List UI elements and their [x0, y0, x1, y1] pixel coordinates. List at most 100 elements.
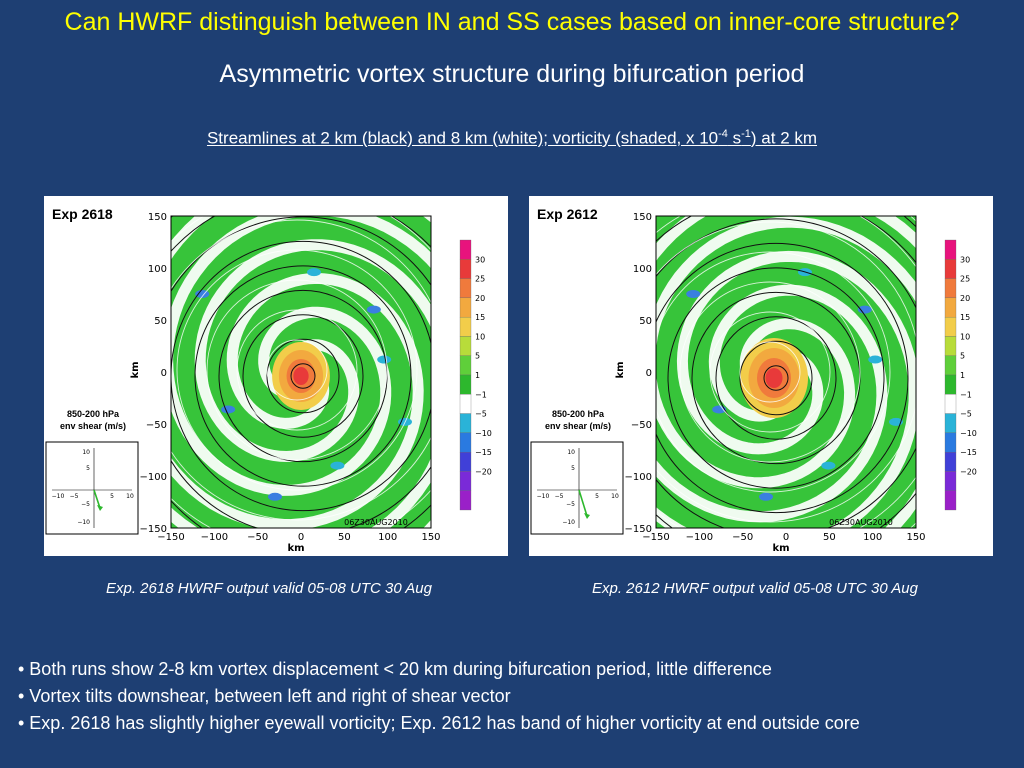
streamline-8km — [171, 219, 431, 521]
shear-x-tick: 5 — [110, 493, 114, 500]
colorbar-label: −20 — [960, 467, 977, 476]
shear-y-tick: 5 — [571, 465, 575, 472]
bullet-list: • Both runs show 2-8 km vortex displacem… — [18, 656, 860, 737]
shear-y-tick: 5 — [86, 465, 90, 472]
colorbar-segment — [944, 278, 957, 299]
shear-label-line1: 850-200 hPa — [551, 409, 605, 419]
figure-caption-left: Exp. 2618 HWRF output valid 05-08 UTC 30… — [105, 580, 432, 597]
colorbar-label: 5 — [960, 352, 965, 361]
y-tick-label: 0 — [161, 368, 167, 379]
streamline-8km — [739, 341, 801, 403]
colorbar-label: 10 — [960, 332, 970, 341]
streamline-8km — [206, 279, 388, 461]
y-tick-label: −50 — [146, 420, 167, 431]
shear-label-line2: env shear (m/s) — [544, 421, 612, 431]
shear-x-tick: 10 — [611, 493, 619, 500]
negative-vorticity-patch — [686, 290, 701, 298]
colorbar-segment — [944, 394, 957, 414]
colorbar-segment — [459, 471, 472, 491]
streamline-2km — [242, 314, 364, 438]
negative-vorticity-patch — [821, 461, 836, 470]
caption-suffix: ) at 2 km — [750, 128, 818, 148]
colorbar-label: 1 — [475, 371, 480, 380]
x-tick-label: 0 — [783, 532, 789, 543]
shear-inset-frame — [45, 441, 139, 535]
colorbar-segment — [944, 297, 957, 318]
negative-vorticity-patch — [268, 492, 282, 501]
y-tick-label: 50 — [154, 316, 167, 327]
colorbar-segment — [459, 239, 472, 260]
negative-vorticity-patch — [868, 355, 883, 364]
shear-x-tick: −10 — [52, 493, 65, 500]
colorbar-segment — [459, 413, 472, 434]
figure-panel-exp-2618: 150 100 50 0 −50 −100 −150 −150 −100 −50 0 50 100 150… — [44, 196, 508, 556]
caption-prefix: Streamlines at 2 km (black) and 8 km (wh… — [206, 128, 719, 148]
y-tick-label: 0 — [646, 368, 652, 379]
colorbar-segment — [944, 451, 957, 472]
streamline-2km — [656, 242, 909, 514]
date-stamp: 06Z30AUG2010 — [344, 518, 408, 527]
shear-y-tick: 10 — [567, 449, 575, 456]
streamline-8km — [176, 249, 418, 491]
negative-vorticity-patch — [366, 305, 381, 314]
shear-label: 850-200 hPa env shear (m/s) — [531, 408, 625, 432]
colorbar-segment — [944, 471, 957, 491]
x-axis-label: km — [772, 543, 789, 554]
vorticity-band — [656, 216, 916, 528]
colorbar-segment — [459, 316, 472, 337]
streamline-8km — [709, 311, 831, 433]
x-tick-label: 100 — [863, 532, 882, 543]
colorbar-label: −10 — [475, 429, 492, 438]
shear-x-tick: 5 — [595, 493, 599, 500]
vorticity-field — [656, 216, 916, 528]
plot-frame — [655, 215, 917, 529]
shear-inset-frame — [530, 441, 624, 535]
x-tick-label: −50 — [247, 532, 268, 543]
streamline-8km — [656, 251, 891, 493]
streamline-2km — [667, 267, 885, 489]
date-stamp: 06Z30AUG2010 — [829, 518, 893, 527]
colorbar-segment — [459, 278, 472, 299]
shear-y-tick: −10 — [77, 519, 90, 526]
shear-label-line2: env shear (m/s) — [59, 421, 127, 431]
plot-frame — [170, 215, 432, 529]
colorbar-segment — [459, 259, 472, 279]
y-tick-label: 150 — [148, 212, 167, 223]
colorbar-segment — [459, 432, 472, 453]
colorbar-segment — [459, 374, 472, 395]
colorbar-segment — [944, 316, 957, 337]
streamline-8km — [236, 309, 358, 431]
vorticity-band — [171, 239, 431, 528]
vorticity-band — [171, 216, 431, 528]
figure-panel-exp-2612: 150 100 50 0 −50 −100 −150 −150 −100 −50 0 50 100 150… — [529, 196, 993, 556]
colorbar-segment — [944, 336, 957, 356]
y-tick-label: 100 — [148, 264, 167, 275]
colorbar-label: −1 — [960, 390, 972, 399]
shear-x-tick: −5 — [70, 493, 79, 500]
vortex-core-contour — [293, 367, 309, 385]
shear-y-tick: 10 — [82, 449, 90, 456]
negative-vorticity-patch — [857, 305, 872, 314]
y-axis-label: km — [130, 361, 141, 378]
colorbar-label: 15 — [475, 313, 485, 322]
streamline-8km — [656, 221, 916, 523]
shear-y-tick: −5 — [566, 501, 575, 508]
shear-y-tick: −10 — [562, 519, 575, 526]
streamline-2km — [763, 365, 789, 391]
x-tick-label: −150 — [642, 532, 669, 543]
colorbar-label: −20 — [475, 467, 492, 476]
y-tick-label: −150 — [140, 524, 167, 535]
y-tick-label: −100 — [625, 472, 652, 483]
colorbar-segment — [944, 490, 957, 511]
colorbar-label: 10 — [475, 332, 485, 341]
colorbar-label: 20 — [960, 294, 970, 303]
colorbar-label: 30 — [475, 255, 485, 264]
colorbar-segment — [944, 239, 957, 260]
shear-label-line1: 850-200 hPa — [66, 409, 120, 419]
bullet-item: • Vortex tilts downshear, between left a… — [18, 686, 511, 706]
experiment-label: Exp 2618 — [52, 206, 113, 222]
y-tick-label: −150 — [625, 524, 652, 535]
y-tick-label: −50 — [631, 420, 652, 431]
colorbar-label: 20 — [475, 294, 485, 303]
